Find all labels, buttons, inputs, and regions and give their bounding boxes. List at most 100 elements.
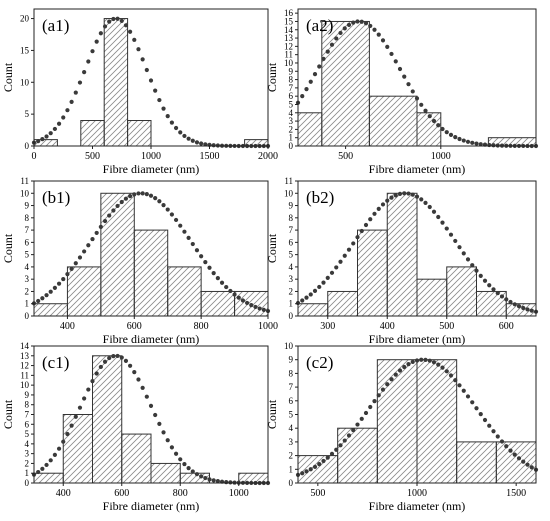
fit-point [376, 393, 381, 398]
fit-point [457, 383, 462, 388]
y-tick-label: 6 [25, 237, 30, 247]
fit-point [440, 126, 445, 132]
fit-point [157, 421, 162, 426]
fit-point [44, 462, 49, 468]
fit-point [249, 302, 254, 308]
x-tick-label: 1000 [141, 151, 161, 162]
y-tick-label: 5 [25, 429, 30, 439]
fit-point [427, 114, 432, 119]
fit-point [300, 298, 305, 303]
y-tick-label: 6 [25, 419, 30, 429]
fit-point [140, 57, 145, 62]
fit-point [153, 412, 158, 418]
y-tick-label: 20 [20, 14, 30, 24]
histogram-bar [133, 229, 169, 317]
fit-point [148, 193, 154, 198]
fit-point [419, 102, 424, 107]
fit-point [178, 130, 183, 135]
chart-panel-a1: 0 500 1000 1500 2000 0 5 10 15 20 Fibre diameter (… [1, 8, 278, 176]
histogram-bar [297, 112, 323, 147]
fit-point [461, 251, 466, 256]
fit-point [457, 136, 462, 142]
y-tick-label: 8 [25, 400, 30, 410]
y-tick-label: 0 [25, 141, 30, 151]
fit-point [355, 422, 360, 427]
fit-point [73, 261, 78, 266]
fit-point [211, 271, 216, 276]
fit-point [56, 446, 62, 451]
fit-point [461, 388, 466, 393]
y-tick-label: 1 [289, 133, 294, 143]
fit-point [427, 204, 432, 210]
y-tick-label: 0 [289, 141, 294, 151]
fit-point [397, 191, 403, 196]
fit-point [157, 199, 162, 204]
fit-point [338, 259, 343, 264]
y-tick-label: 11 [284, 176, 293, 186]
x-tick-label: 500 [85, 151, 100, 162]
chart-panel-b2: 300 400 500 600 0 1 2 3 4 5 6 7 8 9 10 11 Fibre diameter… [265, 176, 539, 346]
y-tick-label: 11 [20, 176, 29, 186]
fit-point [448, 373, 454, 378]
histogram-bar [62, 414, 93, 484]
y-tick-label: 0 [25, 311, 30, 321]
fit-point [376, 206, 381, 211]
fit-point [123, 23, 129, 28]
fit-point [516, 456, 522, 461]
fit-point [402, 364, 407, 370]
x-tick-label: 400 [56, 488, 71, 499]
fit-point [512, 302, 517, 307]
x-tick-label: 1000 [258, 321, 278, 332]
fit-point [215, 479, 220, 484]
fit-point [236, 295, 241, 300]
fit-point [372, 211, 377, 216]
fit-point [474, 406, 479, 411]
fit-point [372, 399, 377, 404]
fit-point [525, 307, 530, 312]
y-tick-label: 8 [25, 213, 30, 223]
fit-point [224, 284, 229, 290]
x-tick-label: 1500 [506, 488, 526, 499]
fit-point [56, 281, 62, 286]
fit-point [440, 220, 445, 225]
fit-point [52, 126, 57, 132]
fit-point [423, 108, 428, 113]
fit-point [73, 90, 78, 95]
fit-point [148, 403, 154, 408]
fit-point [380, 387, 386, 392]
fit-point [482, 417, 488, 423]
histogram-bar [376, 359, 418, 484]
panel-label: (b1) [42, 188, 70, 207]
fit-point [136, 377, 141, 382]
y-tick-label: 14 [284, 25, 294, 35]
fit-point [182, 133, 187, 139]
fit-point [119, 18, 124, 23]
fit-point [521, 459, 526, 464]
fit-point [419, 197, 424, 202]
fit-point [389, 195, 394, 200]
fit-point [203, 142, 208, 147]
fit-point [257, 306, 262, 311]
fit-point [436, 362, 441, 367]
fit-point [389, 377, 394, 382]
x-tick-label: 500 [439, 321, 454, 332]
fit-point [304, 469, 309, 474]
fit-point [321, 458, 326, 464]
fit-point [385, 382, 390, 387]
fit-point [338, 30, 343, 36]
histogram-bar [297, 303, 329, 317]
histogram-bar [368, 95, 418, 147]
fit-point [199, 254, 204, 259]
fit-point [98, 364, 103, 370]
fit-point [465, 257, 471, 262]
fit-point [436, 123, 441, 128]
fit-point [132, 37, 137, 42]
fit-point [508, 299, 513, 305]
panel-label: (c2) [306, 353, 333, 372]
fit-point [65, 272, 70, 277]
x-tick-label: 600 [114, 488, 129, 499]
fit-point [406, 191, 411, 196]
fit-point [90, 49, 95, 54]
y-tick-label: 13 [20, 351, 30, 361]
fit-point [119, 355, 124, 360]
